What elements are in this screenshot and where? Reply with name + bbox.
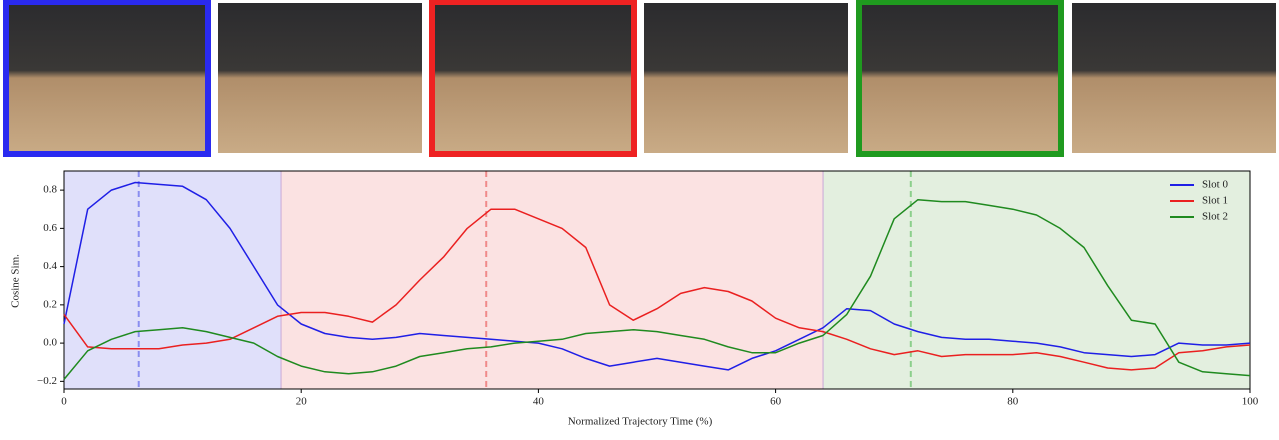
x-tick-label: 100	[1242, 396, 1259, 408]
series-line	[63, 181, 1251, 371]
phase-region	[281, 171, 824, 389]
phase-region	[823, 171, 1250, 389]
photo	[1072, 3, 1276, 153]
y-axis-label: Cosine Sim.	[10, 254, 22, 308]
x-tick-label: 0	[61, 396, 67, 408]
photo	[856, 0, 1064, 157]
y-tick-label: 0.0	[43, 337, 57, 349]
x-axis-label: Normalized Trajectory Time (%)	[568, 416, 713, 428]
series-line	[63, 208, 1251, 371]
y-tick-label: 0.8	[43, 184, 57, 196]
phase-region	[64, 171, 282, 389]
photo-strip	[3, 0, 1276, 157]
photo	[429, 0, 637, 157]
plot-frame	[63, 170, 1251, 390]
photo	[644, 3, 848, 153]
y-tick-label: 0.4	[43, 260, 57, 272]
legend-label: Slot 1	[1202, 195, 1228, 207]
y-tick-label: 0.6	[43, 222, 57, 234]
legend-label: Slot 0	[1202, 179, 1228, 191]
x-tick-label: 40	[533, 396, 545, 408]
y-tick-label: 0.2	[43, 298, 57, 310]
y-tick-label: −0.2	[37, 375, 57, 387]
x-tick-label: 60	[770, 396, 782, 408]
photo	[218, 3, 422, 153]
x-tick-label: 80	[1007, 396, 1019, 408]
series-line	[63, 198, 1251, 380]
x-tick-label: 20	[296, 396, 308, 408]
legend-label: Slot 2	[1202, 211, 1228, 223]
photo	[3, 0, 211, 157]
